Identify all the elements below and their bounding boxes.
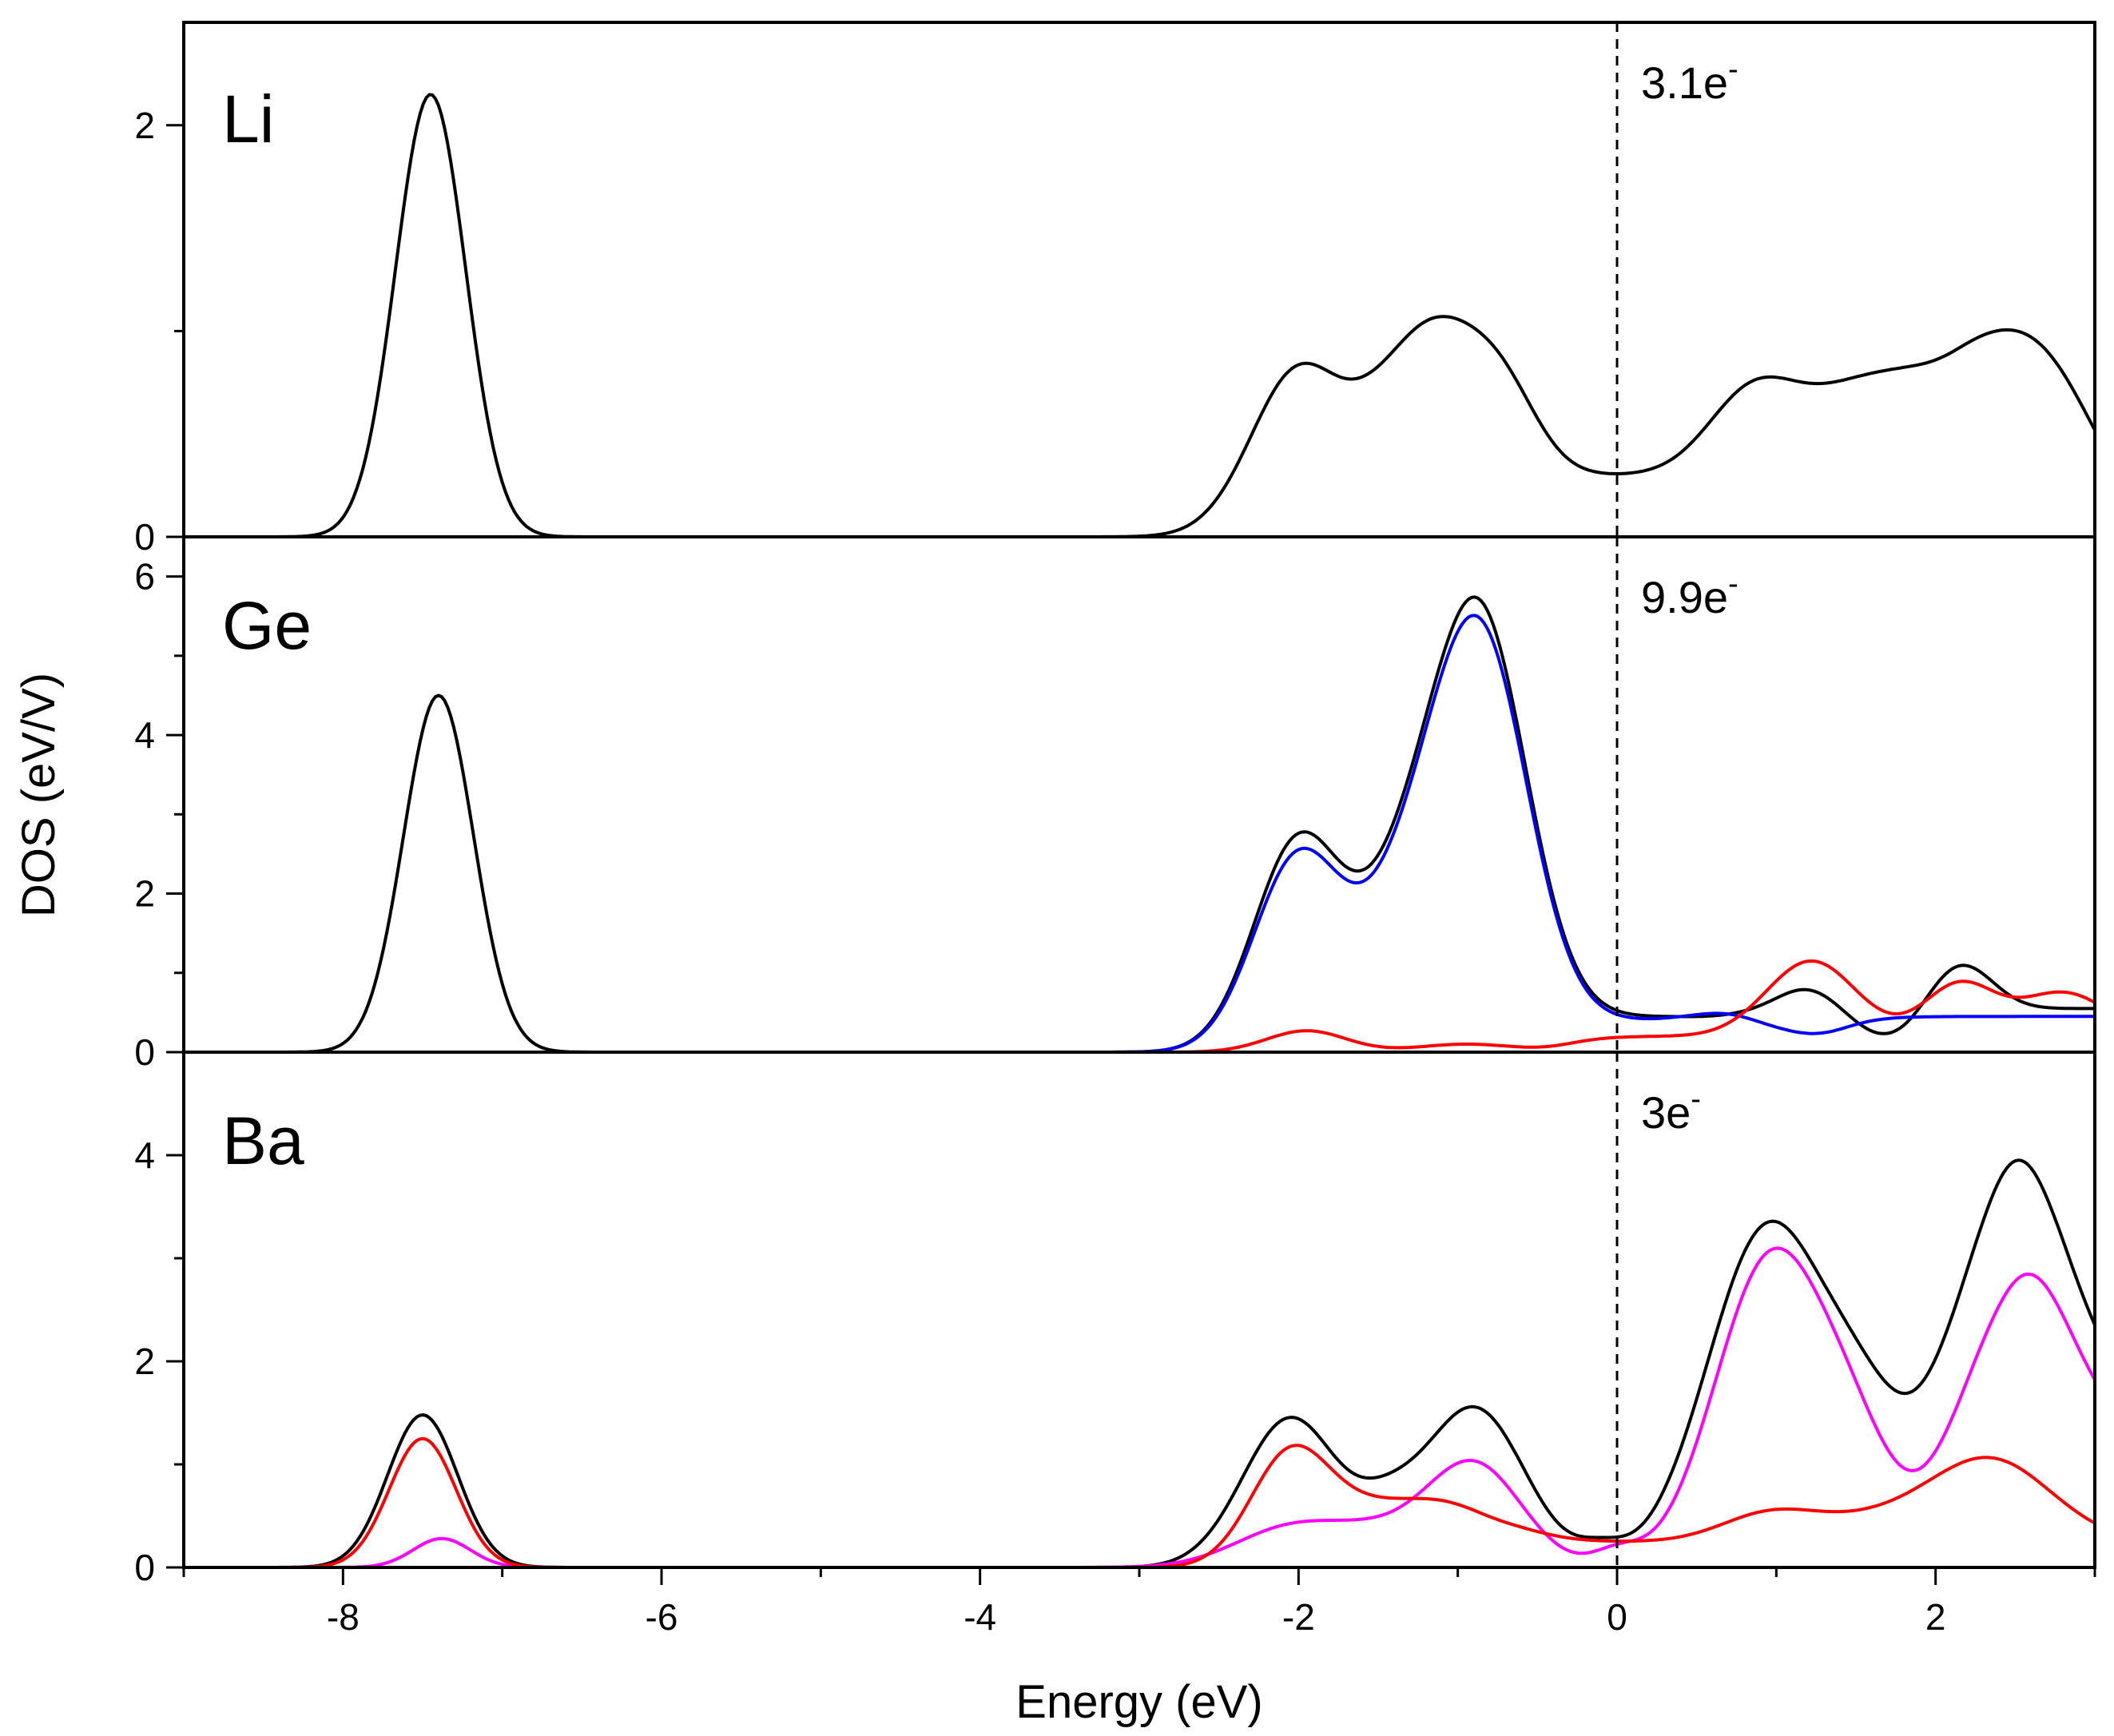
curves-ba bbox=[269, 1158, 2095, 1567]
series-ba-s bbox=[269, 1436, 2095, 1567]
series-li-total bbox=[269, 93, 2095, 537]
curves-ge bbox=[269, 595, 2095, 1052]
series-ge-p bbox=[269, 614, 2095, 1052]
xtick-label--4: -4 bbox=[964, 1596, 996, 1638]
ytick-label-ba-2: 2 bbox=[134, 1341, 155, 1382]
panel-frame-li bbox=[182, 21, 2096, 538]
xtick-label--2: -2 bbox=[1282, 1596, 1315, 1638]
panels-group: 0 2 Li 3.1e- 0 2 4 6 Ge 9.9e- 0 2 4 Ba 3e- bbox=[134, 21, 2096, 1588]
ytick-label-ge-0: 0 bbox=[134, 1031, 155, 1073]
series-ge-s bbox=[269, 959, 2095, 1052]
xtick-label-0: 0 bbox=[1607, 1596, 1627, 1638]
xtick-label--8: -8 bbox=[327, 1596, 360, 1638]
ytick-label-ge-6: 6 bbox=[134, 556, 155, 598]
panel-label-ba: Ba bbox=[222, 1103, 304, 1178]
charge-annotation-ge: 9.9e- bbox=[1641, 567, 1738, 622]
panel-label-ge: Ge bbox=[222, 588, 312, 663]
curves-li bbox=[269, 93, 2095, 537]
xtick-label-2: 2 bbox=[1925, 1596, 1946, 1638]
ytick-label-ba-0: 0 bbox=[134, 1547, 155, 1588]
panel-ge: 0 2 4 6 Ge 9.9e- bbox=[134, 535, 2096, 1073]
ytick-label-li-0: 0 bbox=[134, 516, 155, 558]
panel-frame-ge bbox=[182, 535, 2096, 1054]
x-axis: -8 -6 -4 -2 0 2 bbox=[182, 1567, 2096, 1638]
charge-annotation-li: 3.1e- bbox=[1641, 53, 1738, 108]
ytick-label-ge-2: 2 bbox=[134, 873, 155, 915]
series-ba-d bbox=[269, 1246, 2095, 1567]
xtick-label--6: -6 bbox=[646, 1596, 678, 1638]
panel-label-li: Li bbox=[222, 81, 274, 157]
panel-li: 0 2 Li 3.1e- bbox=[134, 21, 2096, 558]
ytick-label-ge-4: 4 bbox=[134, 714, 155, 756]
panel-ba: 0 2 4 Ba 3e- bbox=[134, 1051, 2096, 1588]
charge-annotation-ba: 3e- bbox=[1641, 1083, 1701, 1138]
series-ge-total bbox=[269, 595, 2095, 1052]
panel-frame-ba bbox=[182, 1051, 2096, 1569]
y-axis-title: DOS (eV/V) bbox=[13, 673, 65, 917]
series-ba-total bbox=[269, 1158, 2095, 1567]
x-axis-title: Energy (eV) bbox=[1015, 1676, 1262, 1728]
ytick-label-ba-4: 4 bbox=[134, 1134, 155, 1176]
ytick-label-li-2: 2 bbox=[134, 105, 155, 146]
